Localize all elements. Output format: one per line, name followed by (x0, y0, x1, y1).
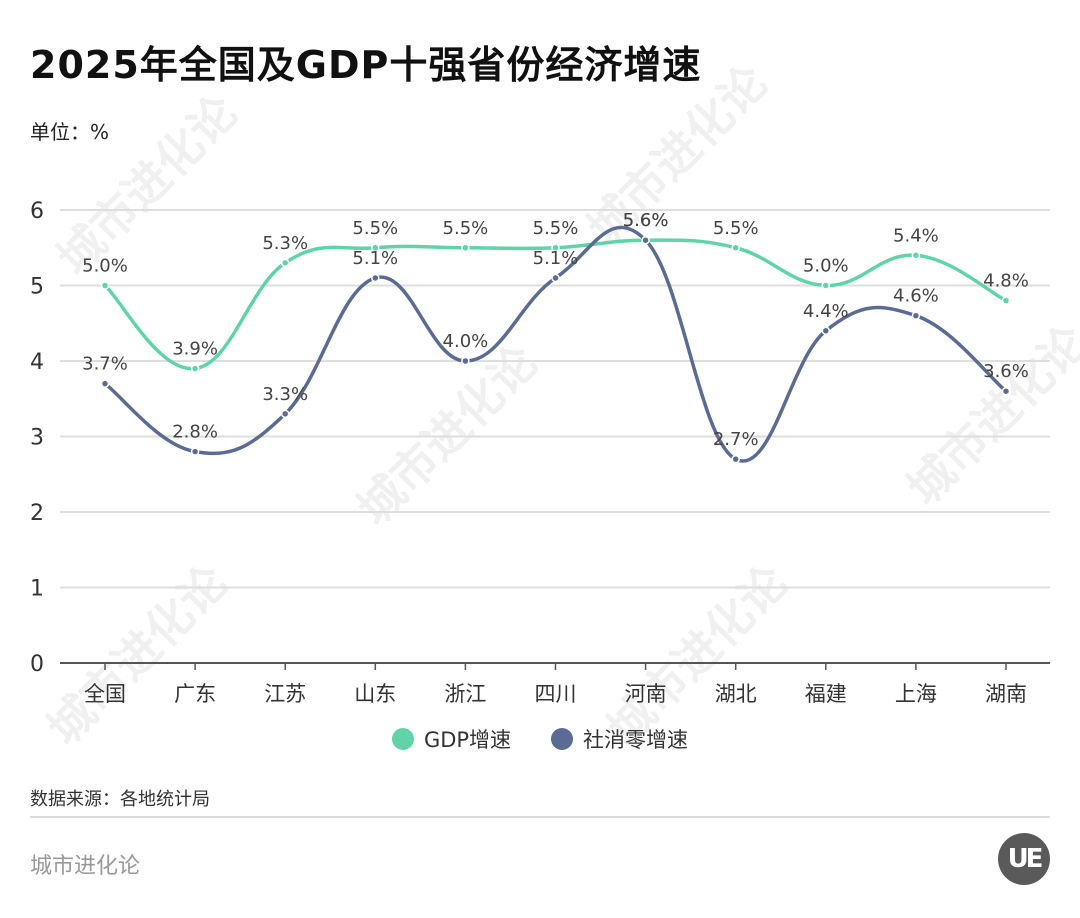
data-point (731, 243, 740, 252)
data-point (731, 454, 740, 464)
legend-marker-icon (391, 728, 414, 750)
data-label: 5.6% (623, 210, 669, 231)
legend-marker-icon (551, 728, 574, 750)
data-label: 5.1% (533, 248, 579, 269)
data-label: 4.8% (983, 271, 1029, 292)
data-point (371, 243, 380, 252)
divider (30, 816, 1050, 818)
data-label: 5.4% (893, 225, 939, 246)
data-label: 3.7% (82, 354, 128, 375)
data-point (280, 258, 290, 268)
data-point (1001, 386, 1011, 396)
data-label: 3.3% (262, 384, 308, 405)
data-label: 5.5% (713, 218, 759, 239)
data-point (461, 243, 470, 252)
brand-name: 城市进化论 (30, 854, 141, 879)
data-point (280, 409, 290, 419)
x-tick-label: 全国 (84, 682, 126, 706)
data-point (461, 356, 470, 366)
data-point (1001, 296, 1011, 305)
data-point (371, 273, 380, 283)
data-point (641, 235, 650, 245)
x-tick-label: 浙江 (444, 682, 486, 706)
y-tick-label: 6 (30, 199, 44, 224)
line-chart: 0 1 2 3 4 5 6 全国 广东 江苏 山东 浙江 四川 河南 湖北 福建 上海 湖南 5.0% 3.9% 5.3… (30, 199, 1050, 706)
x-tick-label: 湖北 (715, 682, 757, 706)
data-point (100, 379, 110, 388)
data-label: 5.5% (533, 218, 579, 239)
data-point (911, 311, 921, 320)
data-label: 5.3% (262, 233, 308, 254)
y-tick-label: 0 (30, 652, 44, 677)
data-label: 5.0% (803, 256, 849, 277)
data-label: 4.4% (803, 301, 849, 322)
data-point (911, 251, 921, 260)
x-tick-label: 福建 (805, 682, 847, 706)
legend-label: GDP增速 (423, 728, 512, 752)
y-tick-label: 4 (30, 350, 44, 375)
data-point (190, 447, 200, 456)
y-tick-label: 3 (30, 426, 44, 451)
data-point (551, 243, 560, 252)
y-tick-label: 2 (30, 501, 44, 526)
data-label: 4.6% (893, 286, 939, 307)
x-tick-label: 广东 (174, 682, 216, 706)
data-label: 3.9% (172, 339, 218, 360)
data-source: 数据来源：各地统计局 (30, 789, 210, 810)
data-label: 5.6% (623, 210, 669, 231)
gdp-line (103, 238, 1008, 371)
x-tick-label: 河南 (625, 682, 667, 706)
x-tick-label: 湖南 (985, 682, 1027, 706)
legend-item-retail[interactable]: 社消零增速 (551, 724, 688, 754)
data-label: 2.8% (172, 422, 218, 443)
data-label: 5.5% (352, 218, 398, 239)
x-tick-label: 四川 (535, 682, 577, 706)
legend-label: 社消零增速 (583, 728, 689, 752)
data-point (821, 326, 831, 336)
x-tick-label: 山东 (354, 682, 396, 706)
data-point (100, 281, 110, 290)
brand-logo-icon: UE (998, 833, 1050, 885)
legend-item-gdp[interactable]: GDP增速 (391, 724, 512, 754)
data-label: 5.5% (443, 218, 489, 239)
data-label: 4.0% (443, 331, 489, 352)
legend: GDP增速 社消零增速 (0, 724, 1080, 754)
y-tick-label: 1 (30, 577, 44, 602)
data-point (821, 281, 831, 290)
data-label: 2.7% (713, 429, 759, 450)
y-tick-label: 5 (30, 275, 44, 300)
data-label: 5.1% (352, 248, 398, 269)
data-label: 5.0% (82, 256, 128, 277)
x-tick-label: 江苏 (264, 682, 306, 706)
x-tick-label: 上海 (895, 682, 937, 706)
chart-title: 2025年全国及GDP十强省份经济增速 (30, 43, 702, 87)
unit-label: 单位：% (30, 120, 110, 144)
data-point (551, 273, 560, 283)
data-label: 3.6% (983, 361, 1029, 382)
data-point (190, 364, 200, 373)
